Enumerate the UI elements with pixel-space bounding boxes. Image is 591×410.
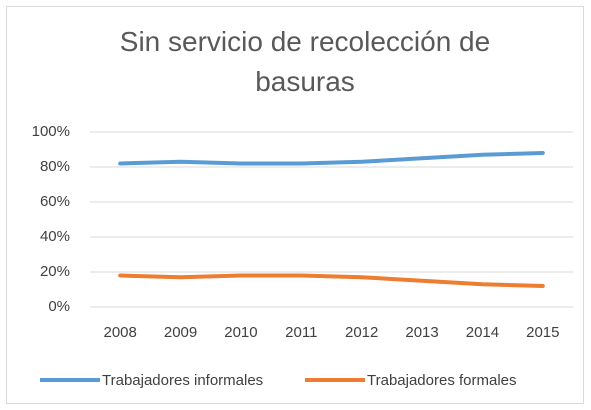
y-tick-label: 0%	[48, 298, 70, 315]
chart-title: Sin servicio de recolección de basuras	[119, 26, 491, 97]
y-tick-label: 100%	[32, 123, 70, 140]
y-tick-label: 40%	[40, 228, 70, 245]
x-tick-label: 2011	[285, 324, 317, 341]
series-line	[118, 273, 545, 288]
legend-label: Trabajadores informales	[102, 372, 263, 389]
chart-border	[6, 6, 584, 404]
x-tick-label: 2013	[405, 324, 438, 341]
x-tick-label: 2012	[345, 324, 378, 341]
x-tick-label: 2009	[164, 324, 197, 341]
legend-label: Trabajadores formales	[367, 372, 517, 389]
y-tick-label: 20%	[40, 263, 70, 280]
x-tick-label: 2015	[526, 324, 559, 341]
x-tick-label: 2010	[224, 324, 257, 341]
y-tick-label: 60%	[40, 193, 70, 210]
y-tick-label: 80%	[40, 158, 70, 175]
x-tick-label: 2008	[104, 324, 137, 341]
x-tick-label: 2014	[466, 324, 499, 341]
series-line	[118, 151, 545, 166]
